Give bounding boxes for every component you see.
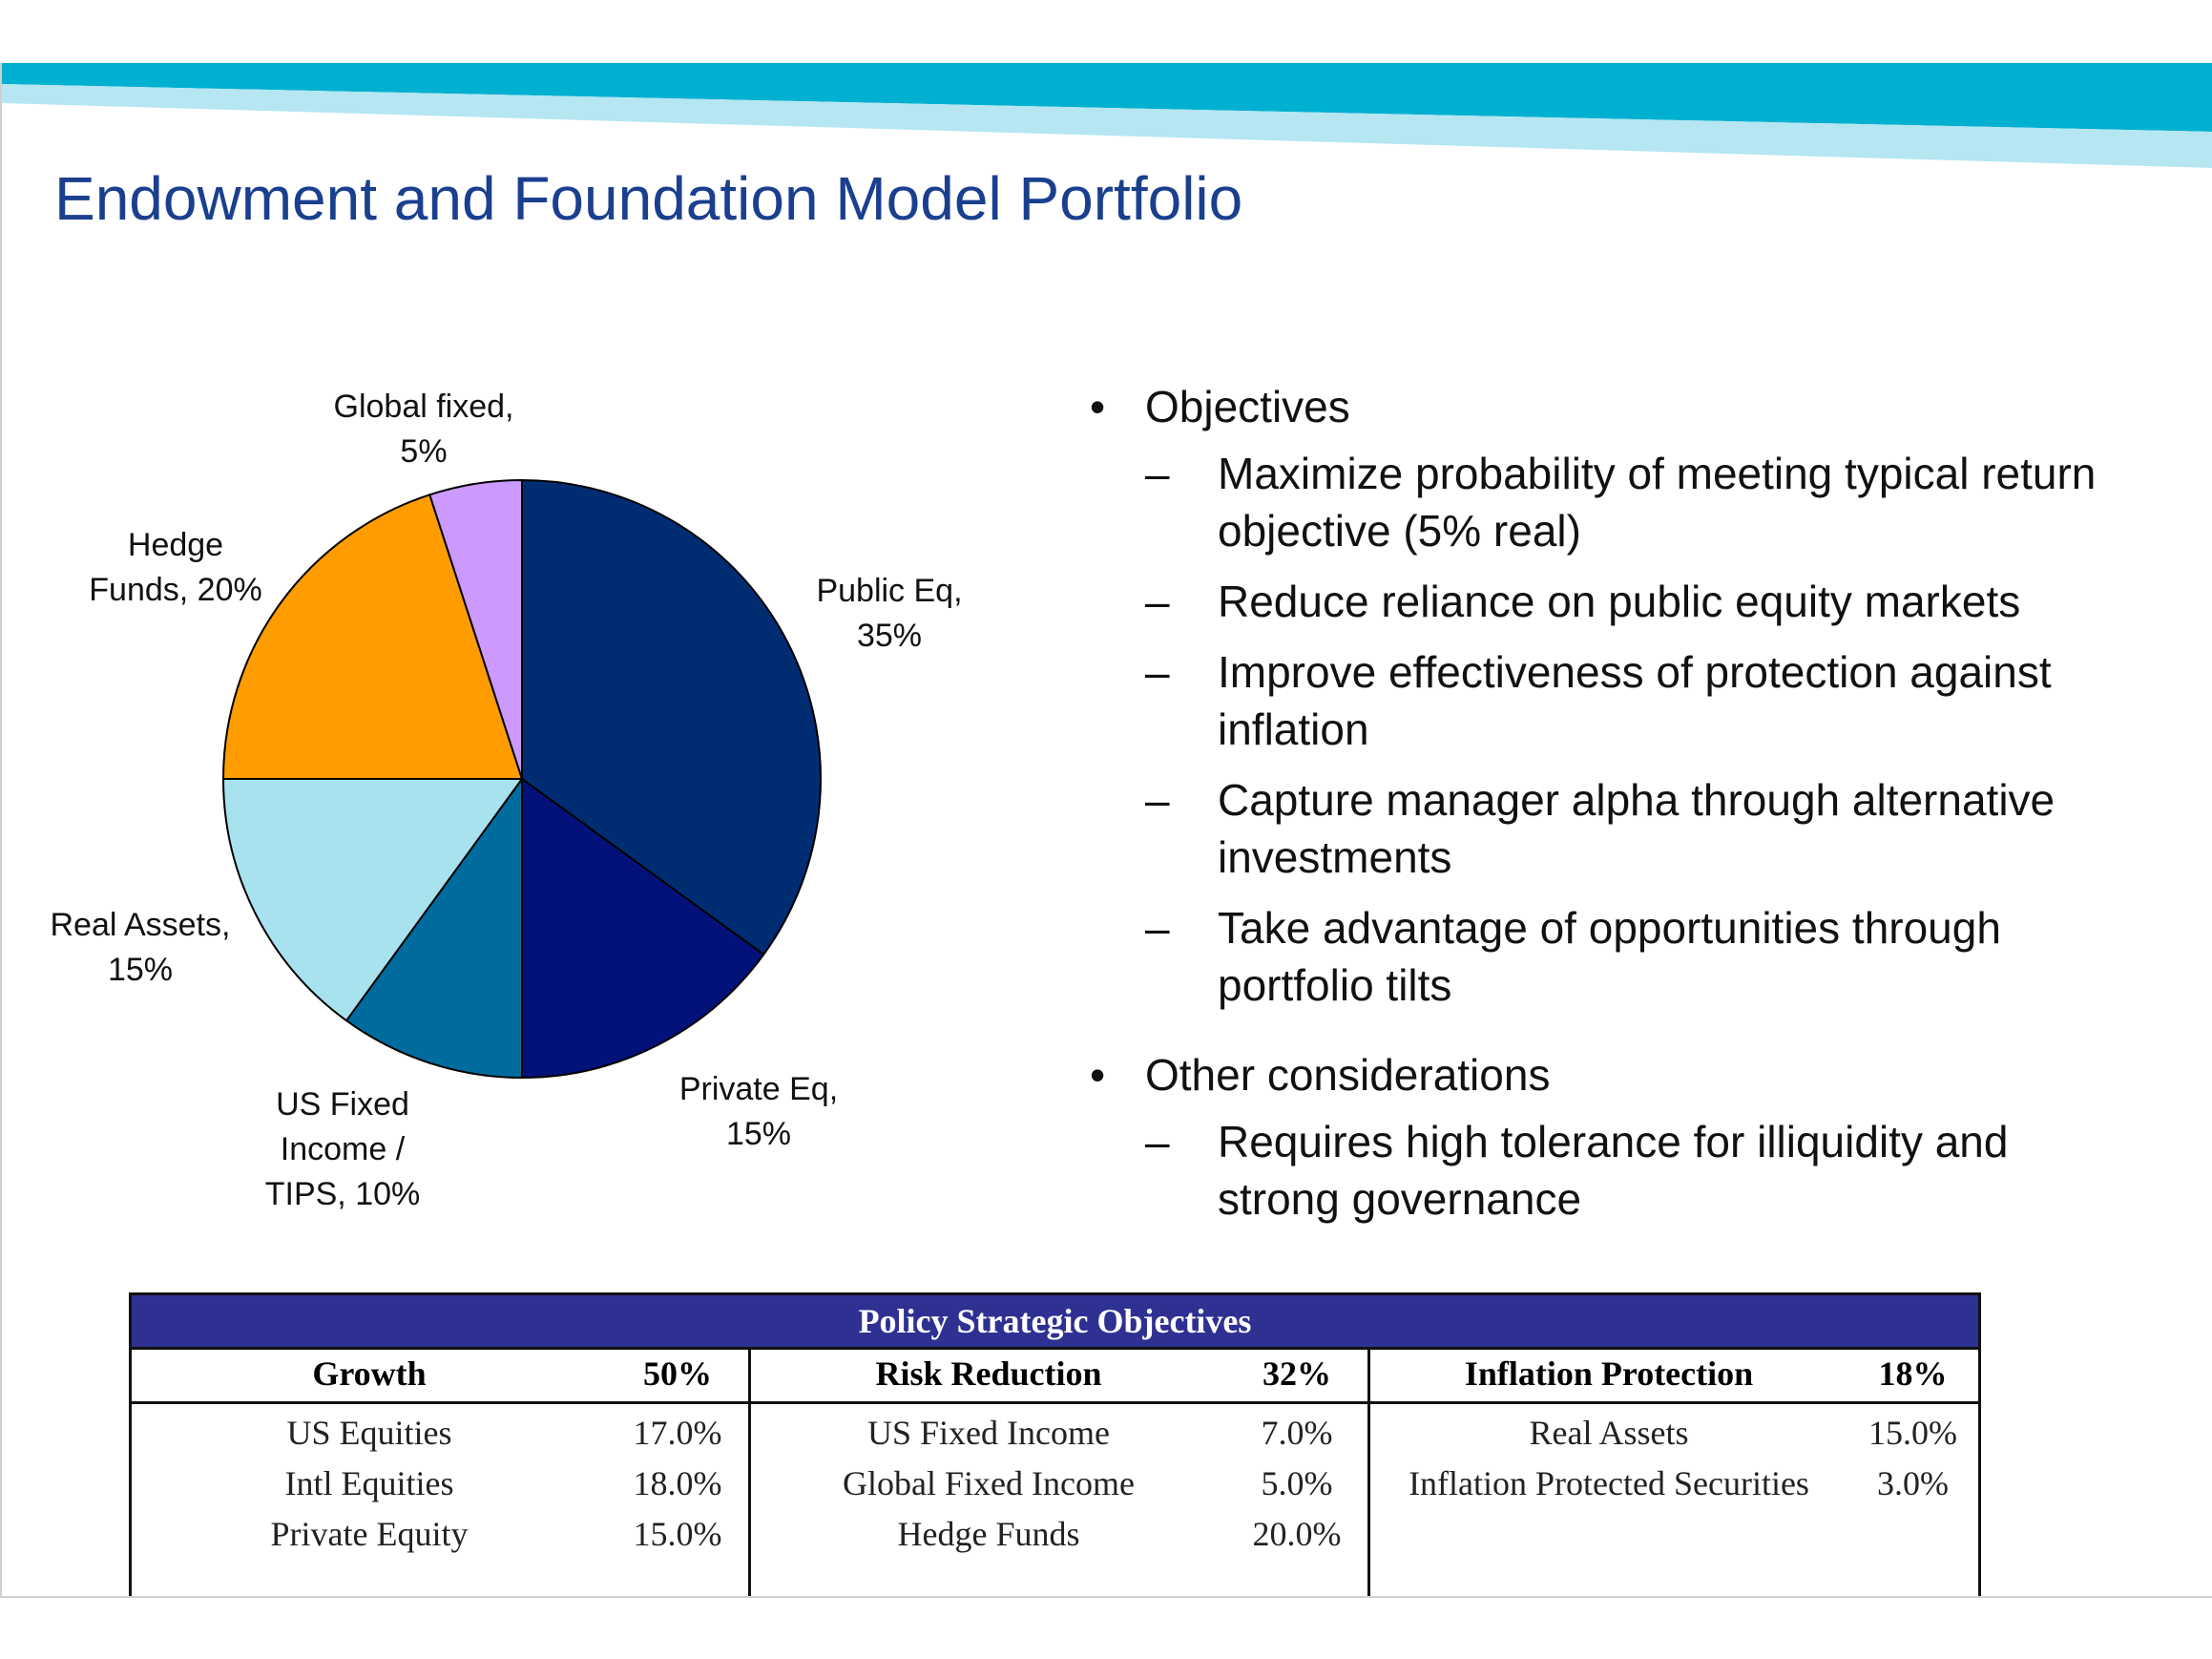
policy-column-name: Risk Reduction (875, 1354, 1102, 1393)
policy-column-risk-reduction: Risk Reduction 32% US Fixed Income 7.0% … (751, 1347, 1370, 1596)
bullet-dot: • (1090, 382, 1106, 431)
policy-column-name: Inflation Protection (1464, 1354, 1754, 1393)
pie-label-us-fixed-income-line-2: Income / (280, 1131, 406, 1167)
bullet-list: • Objectives – Maximize probability of m… (1090, 378, 2206, 1228)
header-band (2, 63, 2212, 168)
pie-slice-hedge-funds (221, 494, 524, 780)
pie-label-public-eq-line-1: Public Eq, (816, 573, 963, 609)
sub-bullet-line: investments (1218, 832, 1452, 882)
policy-row-name: US Equities (286, 1414, 452, 1452)
pie-chart (221, 478, 822, 1080)
policy-column-header: Risk Reduction 32% (751, 1347, 1367, 1404)
pie-label-global-fixed-line-2: 5% (400, 433, 448, 470)
policy-column-pct: 50% (643, 1354, 712, 1393)
policy-row-pct: 18.0% (633, 1464, 722, 1502)
policy-column-name: Growth (312, 1354, 427, 1393)
dash-mark: – (1145, 577, 1170, 626)
policy-row-pct: 20.0% (1252, 1515, 1342, 1553)
dash-mark: – (1145, 1117, 1170, 1166)
policy-column-inflation-protection: Inflation Protection 18% Real Assets 15.… (1370, 1347, 1978, 1596)
policy-row-pct: 7.0% (1261, 1414, 1333, 1452)
pie-slice-private-eq (521, 777, 765, 1080)
bullet-objectives-heading: Objectives (1145, 382, 1350, 431)
sub-bullet-line: Take advantage of opportunities through (1218, 903, 2001, 953)
bullet-other-heading: Other considerations (1145, 1050, 1551, 1100)
pie-label-public-eq-line-2: 35% (856, 618, 923, 654)
policy-row-pct: 15.0% (633, 1515, 722, 1553)
policy-row-name: Private Equity (270, 1515, 469, 1553)
dash-mark: – (1145, 775, 1170, 825)
policy-row: US Fixed Income 7.0% (751, 1408, 1367, 1459)
header-band-light (2, 84, 2212, 168)
policy-row-name: Hedge Funds (897, 1515, 1080, 1553)
sub-bullet: – Reduce reliance on public equity marke… (1090, 573, 2206, 630)
pie-label-private-eq: Private Eq, 15% (639, 1067, 878, 1157)
slide-title: Endowment and Foundation Model Portfolio (54, 164, 1243, 233)
sub-bullet: – Capture manager alpha through alternat… (1090, 771, 2206, 886)
pie-label-hedge-funds-line-2: Funds, 20% (89, 572, 262, 608)
policy-row-name: Real Assets (1529, 1414, 1689, 1452)
header-band-dark (2, 63, 2212, 132)
sub-bullet-line: Capture manager alpha through alternativ… (1218, 775, 2055, 825)
sub-bullet-line: Maximize probability of meeting typical … (1218, 449, 2097, 498)
bullet-other-considerations: • Other considerations (1090, 1046, 2206, 1103)
sub-bullet: – Maximize probability of meeting typica… (1090, 445, 2206, 559)
sub-bullet-line: portfolio tilts (1218, 960, 1452, 1010)
pie-label-hedge-funds-line-1: Hedge (127, 527, 224, 563)
sub-bullet-line: Reduce reliance on public equity markets (1218, 577, 2021, 626)
bullet-objectives: • Objectives (1090, 378, 2206, 435)
dash-mark: – (1145, 647, 1170, 697)
pie-slice-real-assets (221, 778, 524, 1022)
pie-label-global-fixed-line-1: Global fixed, (333, 388, 514, 425)
sub-bullet-line: inflation (1218, 704, 1369, 754)
policy-column-pct: 18% (1878, 1354, 1948, 1393)
policy-row: Global Fixed Income 5.0% (751, 1459, 1367, 1509)
pie-slice-us-fixed-income-tips (344, 775, 523, 1080)
policy-row-name: US Fixed Income (867, 1414, 1110, 1452)
policy-row: Private Equity 15.0% (132, 1509, 748, 1560)
sub-bullet: – Take advantage of opportunities throug… (1090, 899, 2206, 1014)
policy-row-pct: 5.0% (1261, 1464, 1333, 1502)
sub-bullet-line: Requires high tolerance for illiquidity … (1218, 1117, 2009, 1166)
policy-column-pct: 32% (1263, 1354, 1331, 1393)
policy-column-growth: Growth 50% US Equities 17.0% Intl Equiti… (132, 1347, 751, 1596)
pie-slice-public-eq (521, 478, 822, 956)
pie-slice-global-fixed (428, 478, 523, 780)
sub-bullet: – Requires high tolerance for illiquidit… (1090, 1113, 2206, 1228)
policy-column-header: Growth 50% (132, 1347, 748, 1404)
policy-row: Inflation Protected Securities 3.0% (1370, 1459, 1978, 1509)
policy-row-name: Intl Equities (284, 1464, 454, 1502)
pie-label-real-assets-line-2: 15% (107, 952, 174, 988)
dash-mark: – (1145, 903, 1170, 953)
policy-table-title: Policy Strategic Objectives (132, 1295, 1978, 1350)
policy-row-pct: 17.0% (633, 1414, 722, 1452)
policy-row: US Equities 17.0% (132, 1408, 748, 1459)
policy-row: Hedge Funds 20.0% (751, 1509, 1367, 1560)
sub-bullet-line: strong governance (1218, 1174, 1582, 1224)
policy-row-name: Inflation Protected Securities (1409, 1464, 1809, 1502)
sub-bullet: – Improve effectiveness of protection ag… (1090, 643, 2206, 758)
bullet-dot: • (1090, 1050, 1106, 1100)
pie-label-real-assets: Real Assets, 15% (21, 903, 260, 993)
pie-label-us-fixed-income-line-3: TIPS, 10% (264, 1176, 421, 1212)
dash-mark: – (1145, 449, 1170, 498)
policy-row: Real Assets 15.0% (1370, 1408, 1978, 1459)
sub-bullet-line: Improve effectiveness of protection agai… (1218, 647, 2052, 697)
policy-row-pct: 15.0% (1868, 1414, 1957, 1452)
policy-table: Policy Strategic Objectives Growth 50% U… (129, 1292, 1981, 1596)
policy-row-pct: 3.0% (1877, 1464, 1949, 1502)
pie-label-us-fixed-income: US Fixed Income / TIPS, 10% (223, 1082, 462, 1217)
policy-column-header: Inflation Protection 18% (1370, 1347, 1978, 1404)
pie-label-public-eq: Public Eq, 35% (770, 569, 1009, 659)
pie-label-hedge-funds: Hedge Funds, 20% (56, 523, 295, 613)
pie-label-private-eq-line-2: 15% (725, 1116, 792, 1152)
slide: Endowment and Foundation Model Portfolio… (0, 63, 2212, 1598)
pie-label-global-fixed: Global fixed, 5% (304, 385, 543, 474)
policy-row-name: Global Fixed Income (843, 1464, 1135, 1502)
pie-label-real-assets-line-1: Real Assets, (50, 907, 231, 943)
pie-label-us-fixed-income-line-1: US Fixed (276, 1086, 409, 1123)
sub-bullet-line: objective (5% real) (1218, 506, 1581, 556)
policy-row: Intl Equities 18.0% (132, 1459, 748, 1509)
pie-label-private-eq-line-1: Private Eq, (678, 1071, 839, 1107)
